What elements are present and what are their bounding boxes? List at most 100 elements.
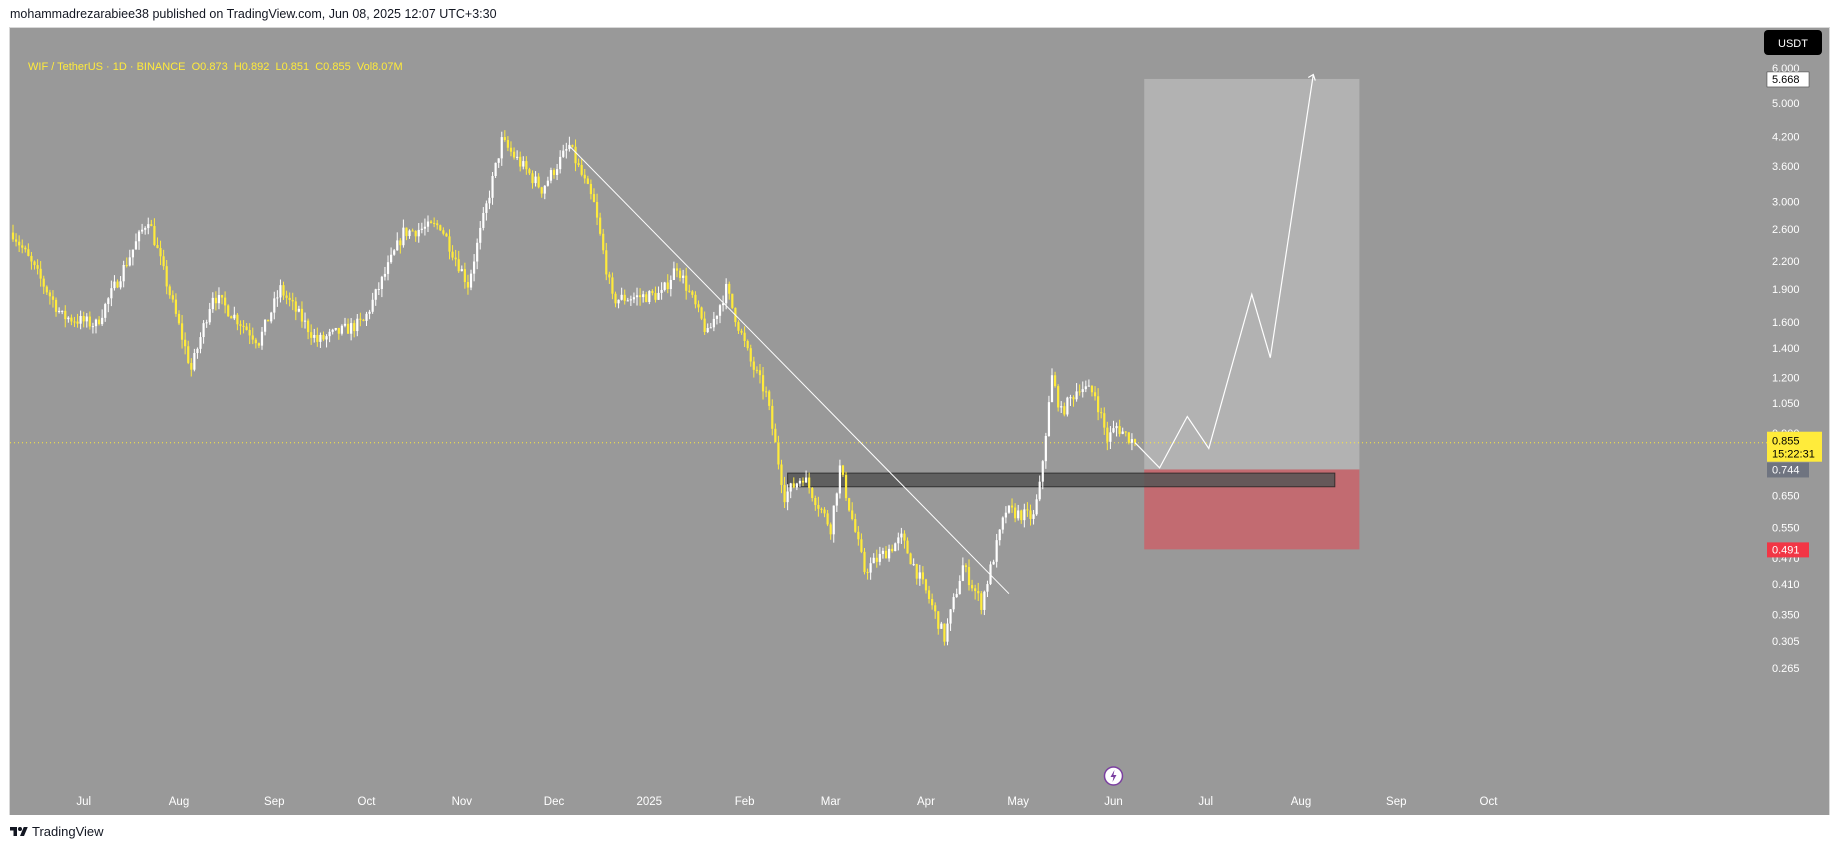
y-axis-tick: 0.305 (1772, 636, 1800, 648)
candle-body (460, 269, 463, 272)
candle-body (728, 283, 731, 294)
y-axis-tick: 0.650 (1772, 490, 1800, 502)
supply-demand-zone (787, 472, 1336, 488)
candle-body (457, 259, 460, 272)
candle-body (134, 241, 138, 250)
candle-body (1115, 426, 1118, 429)
candle-body (337, 327, 340, 334)
candle-body (263, 319, 267, 332)
candle-body (168, 286, 171, 296)
candle-body (1023, 509, 1026, 521)
candle-body (1041, 461, 1044, 482)
candle-body (497, 158, 500, 163)
candle-body (488, 197, 491, 204)
candle-body (611, 277, 614, 294)
candle-body (30, 255, 33, 262)
candle-body (915, 564, 918, 579)
candle-body (233, 314, 236, 319)
candle-body (642, 294, 645, 298)
candle-body (48, 292, 51, 297)
candle-body (396, 240, 399, 251)
candle-body (808, 477, 811, 489)
candle-body (743, 332, 746, 342)
candle-body (863, 551, 866, 573)
candle-body (42, 278, 45, 287)
candle-body (906, 540, 909, 554)
candle-body (900, 533, 903, 538)
candle-body (11, 232, 15, 240)
candle-body (82, 316, 85, 322)
x-axis-tick: Sep (1386, 796, 1406, 808)
candle-body (1121, 431, 1124, 434)
candle-body (97, 319, 101, 325)
candle-body (937, 611, 940, 629)
candle-body (958, 580, 961, 595)
candle-body (220, 295, 224, 298)
symbol-legend: WIF / TetherUS · 1D · BINANCE O0.873 H0.… (28, 61, 403, 73)
candle-body (288, 297, 291, 300)
price-tag-value: 0.491 (1772, 544, 1800, 556)
candle-body (297, 308, 300, 312)
x-axis-tick: Nov (452, 796, 473, 808)
candle-body (494, 162, 497, 177)
candle-body (88, 316, 91, 327)
last-price-tag (1767, 431, 1822, 462)
candle-body (715, 315, 719, 319)
candle-body (694, 294, 697, 305)
candle-body (866, 572, 869, 574)
candle-body (383, 273, 387, 277)
candle-body (389, 254, 393, 263)
target-zone (1144, 78, 1360, 470)
candle-body (1035, 499, 1038, 515)
candle-body (786, 491, 789, 503)
candle-body (826, 513, 829, 525)
candle-body (202, 323, 205, 338)
candle-body (577, 163, 580, 165)
publish-info: mohammadrezarabiee38 published on Tradin… (10, 7, 497, 21)
candle-body (491, 176, 494, 198)
currency-button[interactable] (1764, 30, 1822, 55)
candle-body (546, 180, 549, 186)
candle-body (860, 539, 863, 552)
candle-body (792, 483, 795, 488)
candle-body (119, 281, 122, 288)
candle-body (986, 584, 989, 592)
candle-body (503, 137, 506, 141)
candle-body (214, 297, 217, 304)
chart-pane[interactable]: 6.000 5.000 4.200 3.600 3.000 2.600 2.200 1.900… (9, 27, 1830, 815)
candle-body (1010, 505, 1014, 508)
candle-body (562, 150, 565, 157)
candle-body (217, 295, 221, 304)
candle-body (125, 264, 128, 266)
candle-body (848, 498, 851, 511)
candle-body (153, 226, 156, 246)
candle-body (79, 316, 82, 324)
candle-body (208, 309, 211, 323)
candle-body (921, 572, 924, 580)
candle-body (402, 227, 405, 246)
price-chart[interactable]: 6.0005.0004.2003.6003.0002.6002.2001.900… (10, 28, 1829, 815)
candle-body (1130, 439, 1134, 443)
high-value: H0.892 (233, 61, 270, 73)
candle-body (303, 320, 307, 322)
candle-body (718, 305, 722, 316)
candle-body (632, 297, 636, 300)
candle-body (1001, 517, 1004, 530)
candle-body (190, 362, 193, 370)
currency-button-label[interactable]: USDT (1778, 38, 1808, 50)
candle-body (224, 297, 227, 306)
y-axis-tick: 0.350 (1772, 609, 1800, 621)
candle-body (525, 161, 528, 170)
candle-body (949, 609, 952, 624)
candle-body (765, 391, 768, 393)
candle-body (964, 565, 968, 568)
candle-body (374, 289, 377, 300)
candle-body (254, 339, 257, 344)
candle-body (869, 563, 872, 573)
open-value: O0.873 (191, 61, 228, 73)
candle-body (688, 290, 691, 292)
x-axis-tick: Feb (735, 796, 755, 808)
candle-body (549, 170, 553, 181)
candle-body (599, 217, 602, 234)
y-axis-tick: 0.550 (1772, 523, 1800, 535)
